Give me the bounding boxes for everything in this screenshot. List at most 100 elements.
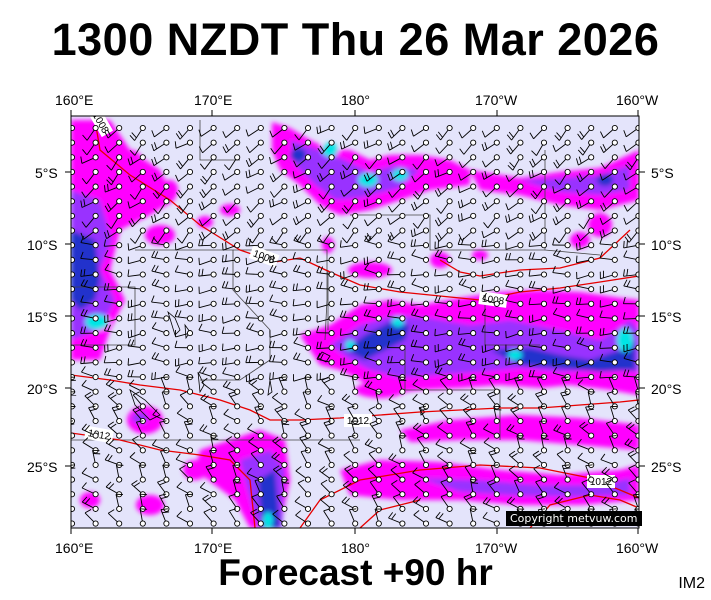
wind-barb — [250, 508, 264, 527]
wind-barb — [397, 376, 407, 395]
wind-barb — [106, 168, 123, 186]
wind-barb — [482, 292, 500, 307]
wind-barb — [481, 256, 500, 265]
wind-barb — [103, 294, 123, 307]
wind-barb — [458, 212, 477, 222]
wind-barb — [158, 493, 170, 512]
wind-barb — [374, 508, 383, 527]
top-lon-label: 170°W — [475, 92, 518, 108]
wind-barb — [576, 183, 595, 197]
wind-barb — [71, 505, 76, 512]
wind-barb — [481, 325, 500, 337]
wind-barb — [132, 391, 146, 410]
wind-barb — [221, 357, 241, 366]
wind-barb — [81, 379, 99, 395]
wind-barb — [247, 227, 264, 244]
wind-barb — [623, 240, 639, 249]
wind-barb — [292, 313, 312, 322]
wind-barb — [457, 251, 477, 263]
wind-barb — [600, 154, 618, 169]
wind-barb — [198, 256, 217, 266]
wind-barb — [292, 212, 312, 226]
wind-barb — [198, 357, 217, 366]
wind-barb — [375, 391, 383, 410]
wind-barb — [104, 249, 123, 263]
wind-barb — [151, 212, 170, 224]
wind-barb — [269, 264, 288, 278]
wind-barb — [599, 285, 618, 294]
wind-barb — [222, 183, 241, 196]
wind-barb — [271, 451, 288, 469]
wind-barb — [599, 310, 618, 322]
wind-barb — [458, 353, 477, 366]
wind-barb — [270, 139, 288, 155]
wind-barb — [392, 493, 406, 512]
wind-barb — [342, 154, 359, 171]
wind-barb — [553, 248, 571, 263]
wind-barb — [387, 168, 406, 181]
wind-barb — [228, 508, 241, 527]
wind-barb — [529, 124, 548, 140]
wind-barb — [458, 337, 477, 351]
wind-barb — [363, 256, 382, 266]
wind-barb — [245, 284, 264, 293]
wind-barb — [299, 420, 312, 439]
wind-barb — [129, 379, 146, 395]
bottom-lon-label: 170°W — [475, 540, 518, 556]
wind-barb — [481, 357, 500, 367]
wind-barb — [528, 280, 548, 293]
wind-barb — [323, 420, 335, 439]
wind-barb — [105, 481, 123, 498]
wind-barb — [245, 238, 264, 249]
wind-barb — [317, 154, 335, 169]
wind-barb — [553, 481, 571, 498]
wind-barb — [434, 183, 453, 197]
wind-barb — [412, 496, 430, 512]
wind-barb — [458, 278, 477, 293]
wind-barb — [528, 327, 548, 337]
wind-barb — [505, 242, 524, 250]
wind-barb — [293, 234, 312, 249]
wind-barb — [223, 154, 241, 171]
wind-barb — [71, 212, 76, 219]
wind-barb — [320, 479, 335, 498]
wind-barb — [103, 324, 123, 337]
wind-barb — [153, 198, 170, 215]
wind-barb — [457, 237, 477, 249]
wind-barb — [80, 308, 99, 322]
bottom-lon-label: 180° — [341, 540, 370, 556]
wind-barb — [505, 212, 524, 223]
wind-barb — [624, 227, 639, 243]
wind-barb — [364, 351, 382, 366]
wind-barb — [347, 435, 359, 454]
wind-barb — [410, 268, 430, 278]
wind-barb — [111, 405, 123, 425]
wind-barb — [221, 326, 241, 337]
wind-barb — [292, 183, 312, 194]
wind-barb — [363, 198, 382, 208]
wind-barb — [245, 355, 264, 366]
wind-barb — [127, 329, 146, 339]
wind-barb — [269, 124, 288, 138]
wind-barb — [364, 438, 382, 454]
wind-barb — [391, 479, 406, 498]
wind-barb — [487, 391, 500, 410]
wind-barb — [268, 354, 288, 366]
wind-barb — [482, 497, 500, 512]
wind-barb — [552, 358, 571, 367]
wind-barb — [341, 124, 359, 141]
copyright-label: Copyright metvuw.com — [506, 511, 642, 526]
wind-barb — [132, 435, 146, 454]
wind-barb — [505, 330, 524, 339]
wind-barb — [623, 279, 639, 293]
wind-barb — [71, 139, 76, 146]
wind-barb — [540, 435, 549, 454]
wind-barb — [198, 268, 217, 278]
wind-barb — [363, 323, 382, 337]
wind-barb — [528, 168, 548, 179]
wind-barb — [599, 300, 618, 308]
wind-barb — [269, 235, 288, 249]
wind-barb — [317, 438, 335, 454]
wind-barb — [175, 453, 194, 469]
wind-barb — [151, 236, 170, 249]
